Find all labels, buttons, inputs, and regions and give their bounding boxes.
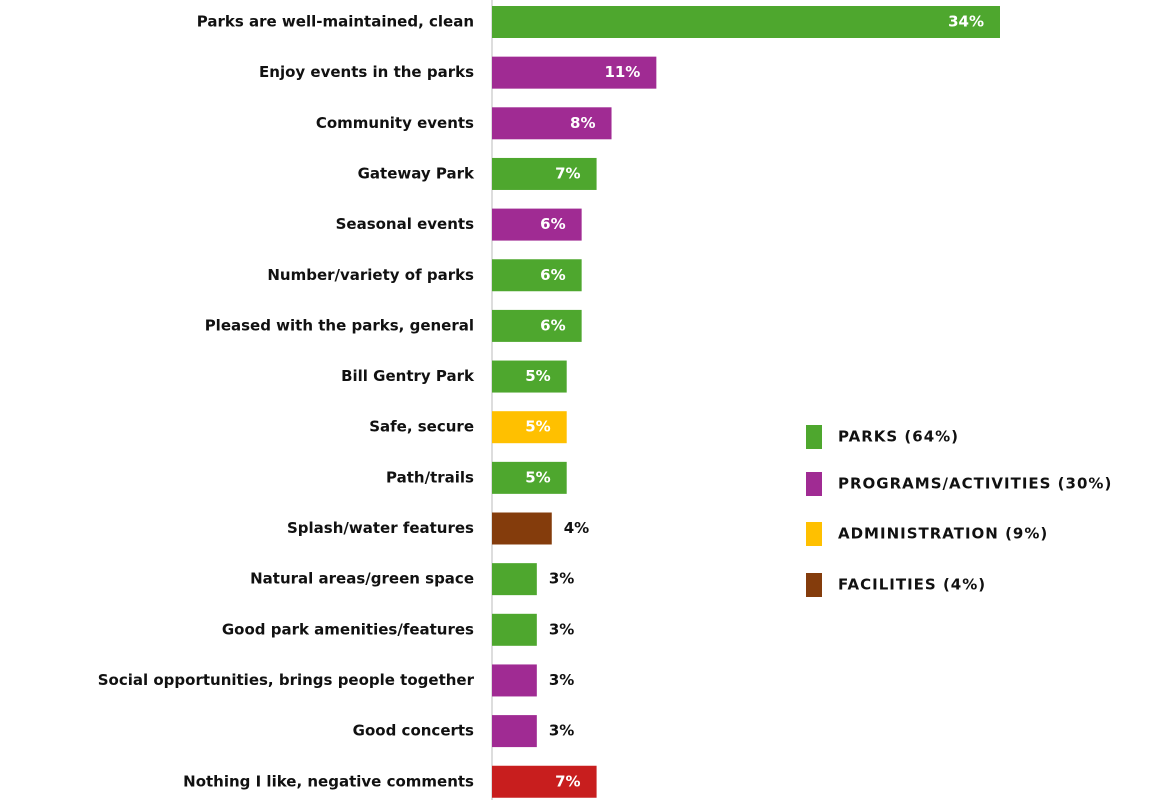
legend-label: PROGRAMS/ACTIVITIES (30%) (838, 475, 1112, 493)
bar (492, 157, 597, 190)
bar (492, 309, 582, 342)
bar (492, 360, 567, 393)
value-label: 5% (525, 367, 550, 385)
legend-label: ADMINISTRATION (9%) (838, 525, 1048, 543)
category-label: Seasonal events (336, 215, 474, 233)
category-label: Splash/water features (287, 519, 474, 537)
category-label: Number/variety of parks (267, 266, 474, 284)
value-label: 7% (555, 772, 580, 790)
category-label: Safe, secure (369, 418, 474, 436)
value-label: 3% (549, 671, 574, 689)
bar (492, 512, 552, 545)
value-label: 3% (549, 722, 574, 740)
value-label: 7% (555, 164, 580, 182)
value-label: 34% (948, 13, 984, 31)
category-label: Enjoy events in the parks (259, 63, 474, 81)
legend-swatch (806, 472, 822, 496)
value-label: 5% (525, 418, 550, 436)
bar (492, 765, 597, 798)
legend-label: PARKS (64%) (838, 428, 959, 446)
bar (492, 6, 1000, 38)
value-label: 4% (564, 519, 589, 537)
legend-swatch (806, 522, 822, 546)
value-label: 3% (549, 570, 574, 588)
value-label: 11% (604, 63, 640, 81)
legend-label: FACILITIES (4%) (838, 576, 986, 594)
category-label: Good concerts (353, 722, 474, 740)
bar (492, 259, 582, 292)
category-label: Path/trails (386, 468, 474, 486)
legend-swatch (806, 425, 822, 449)
bar (492, 107, 612, 140)
bar (492, 56, 657, 89)
category-label: Community events (316, 114, 474, 132)
bar (492, 461, 567, 494)
bar (492, 411, 567, 444)
category-label: Parks are well-maintained, clean (197, 13, 474, 31)
category-label: Bill Gentry Park (341, 367, 475, 385)
bar (492, 664, 537, 697)
category-label: Gateway Park (358, 164, 475, 182)
value-label: 6% (540, 215, 565, 233)
bar (492, 613, 537, 646)
category-label: Natural areas/green space (250, 570, 474, 588)
bar (492, 715, 537, 748)
value-label: 3% (549, 620, 574, 638)
bar (492, 563, 537, 596)
category-label: Pleased with the parks, general (205, 316, 474, 334)
value-label: 6% (540, 266, 565, 284)
legend-swatch (806, 573, 822, 597)
value-label: 5% (525, 468, 550, 486)
category-label: Good park amenities/features (222, 620, 474, 638)
value-label: 8% (570, 114, 595, 132)
value-label: 6% (540, 316, 565, 334)
category-label: Social opportunities, brings people toge… (98, 671, 475, 689)
bar (492, 208, 582, 241)
category-label: Nothing I like, negative comments (183, 772, 474, 790)
